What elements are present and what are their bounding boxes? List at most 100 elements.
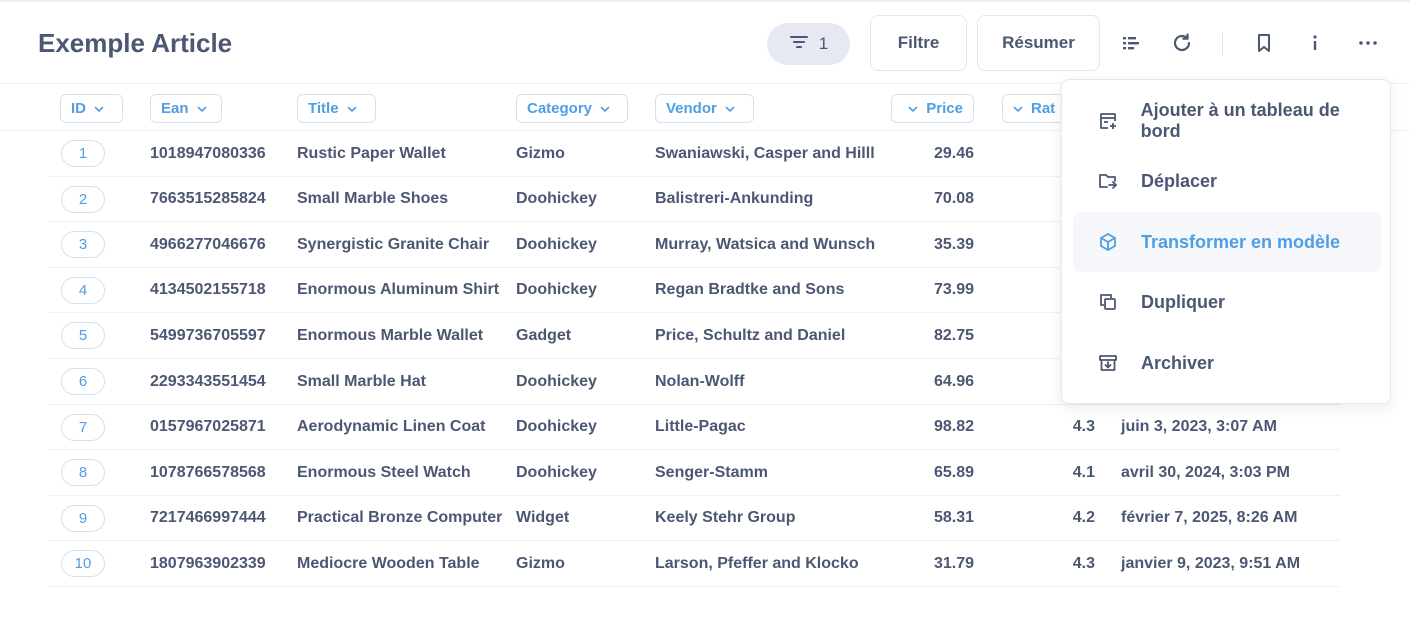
cell-created-at: janvier 9, 2023, 9:51 AM (1121, 554, 1301, 572)
column-label: Title (308, 100, 339, 117)
cell-price: 29.46 (933, 144, 974, 162)
row-id-badge[interactable]: 10 (61, 550, 105, 578)
cell-price: 35.39 (933, 235, 974, 253)
column-header-title[interactable]: Title (297, 94, 376, 123)
column-label: Rat (1031, 100, 1056, 117)
row-id-badge[interactable]: 5 (61, 322, 105, 350)
cell-rating: 4.2 (1072, 509, 1095, 527)
summarize-button[interactable]: Résumer (977, 15, 1100, 71)
column-header-id[interactable]: ID (60, 94, 123, 123)
bookmark-icon[interactable] (1252, 31, 1276, 55)
cell-ean: 7663515285824 (150, 190, 266, 208)
more-options-icon[interactable] (1356, 31, 1380, 55)
chevron-down-icon (197, 106, 206, 112)
chevron-down-icon (94, 106, 104, 112)
table-row: 5 5499736705597 Enormous Marble Wallet G… (48, 313, 1340, 359)
cell-price: 98.82 (933, 418, 974, 436)
column-label: Category (527, 100, 593, 117)
row-id-badge[interactable]: 8 (61, 459, 105, 487)
chevron-down-icon (600, 106, 610, 112)
top-border (0, 0, 1410, 2)
cell-category: Doohickey (516, 372, 597, 390)
cell-ean: 4966277046676 (150, 235, 266, 253)
cell-vendor: Little-Pagac (655, 418, 746, 436)
row-id-badge[interactable]: 7 (61, 413, 105, 441)
cell-category: Widget (516, 509, 570, 527)
active-filters-pill[interactable]: 1 (767, 23, 850, 65)
menu-item-label: Transformer en modèle (1141, 231, 1341, 252)
cell-vendor: Regan Bradtke and Sons (655, 281, 845, 299)
model-cube-icon (1097, 231, 1119, 253)
cell-title: Mediocre Wooden Table (297, 554, 480, 572)
cell-category: Doohickey (516, 235, 597, 253)
cell-ean: 1807963902339 (150, 554, 266, 572)
cell-category: Doohickey (516, 281, 597, 299)
cell-category: Gizmo (516, 144, 565, 162)
cell-title: Practical Bronze Computer (297, 509, 503, 527)
cell-rating: 4.3 (1072, 554, 1095, 572)
cell-title: Small Marble Hat (297, 372, 426, 390)
row-id-badge[interactable]: 1 (61, 140, 105, 167)
cell-price: 65.89 (933, 463, 974, 481)
column-header-price[interactable]: Price (891, 94, 974, 123)
menu-item-label: Déplacer (1141, 170, 1218, 191)
row-id-badge[interactable]: 2 (61, 185, 105, 213)
notebook-editor-icon[interactable] (1119, 31, 1143, 55)
move-folder-icon (1097, 170, 1119, 192)
question-header: Exemple Article 1 Filtre Résumer (0, 2, 1410, 84)
cell-title: Small Marble Shoes (297, 190, 449, 208)
info-icon[interactable] (1303, 31, 1327, 55)
cell-category: Doohickey (516, 418, 597, 436)
cell-price: 82.75 (933, 326, 974, 344)
cell-vendor: Swaniawski, Casper and Hilll (655, 144, 875, 162)
cell-price: 31.79 (933, 554, 974, 572)
column-header-category[interactable]: Category (516, 94, 628, 123)
menu-item-archive[interactable]: Archiver (1073, 333, 1381, 393)
table-row: 6 2293343551454 Small Marble Hat Doohick… (48, 359, 1340, 405)
table-header-row: ID Ean Title Category Vendor Price Rat (0, 85, 1410, 131)
filter-icon (789, 34, 809, 55)
column-label: Ean (161, 100, 189, 117)
column-label: Vendor (666, 100, 717, 117)
cell-title: Enormous Aluminum Shirt (297, 281, 500, 299)
cell-title: Enormous Marble Wallet (297, 326, 484, 344)
refresh-icon[interactable] (1170, 31, 1194, 55)
cell-title: Synergistic Granite Chair (297, 235, 490, 253)
column-label: Price (926, 100, 963, 117)
cell-created-at: avril 30, 2024, 3:03 PM (1121, 463, 1290, 481)
row-id-badge[interactable]: 4 (61, 276, 105, 304)
menu-item-duplicate[interactable]: Dupliquer (1073, 272, 1381, 332)
table-row: 8 1078766578568 Enormous Steel Watch Doo… (48, 450, 1340, 496)
cell-vendor: Price, Schultz and Daniel (655, 326, 846, 344)
cell-ean: 7217466997444 (150, 509, 266, 527)
archive-icon (1097, 352, 1119, 374)
cell-ean: 1018947080336 (150, 144, 266, 162)
chevron-down-icon (725, 106, 735, 112)
header-divider (1222, 32, 1223, 56)
cell-rating: 4.1 (1072, 463, 1095, 481)
row-id-badge[interactable]: 6 (61, 368, 105, 395)
menu-item-turn-into-model[interactable]: Transformer en modèle (1073, 212, 1381, 272)
table-row: 2 7663515285824 Small Marble Shoes Doohi… (48, 177, 1340, 223)
menu-item-move[interactable]: Déplacer (1073, 151, 1381, 211)
cell-title: Rustic Paper Wallet (297, 144, 446, 162)
cell-created-at: juin 3, 2023, 3:07 AM (1121, 418, 1277, 436)
row-id-badge[interactable]: 9 (61, 504, 105, 532)
filter-count: 1 (818, 34, 829, 53)
filter-button[interactable]: Filtre (870, 15, 967, 71)
table-row: 3 4966277046676 Synergistic Granite Chai… (48, 222, 1340, 268)
row-id-badge[interactable]: 3 (61, 231, 105, 259)
cell-ean: 0157967025871 (150, 418, 266, 436)
cell-ean: 1078766578568 (150, 463, 266, 481)
menu-item-add-to-dashboard[interactable]: Ajouter à un tableau de bord (1073, 91, 1381, 151)
chevron-down-icon (908, 106, 918, 112)
duplicate-icon (1097, 291, 1119, 313)
cell-rating: 4.3 (1072, 418, 1095, 436)
cell-vendor: Nolan-Wolff (655, 372, 745, 390)
cell-price: 64.96 (933, 372, 974, 390)
cell-vendor: Balistreri-Ankunding (655, 190, 814, 208)
cell-vendor: Larson, Pfeffer and Klocko (655, 554, 859, 572)
cell-created-at: février 7, 2025, 8:26 AM (1121, 509, 1298, 527)
column-header-ean[interactable]: Ean (150, 94, 222, 123)
column-header-vendor[interactable]: Vendor (655, 94, 754, 123)
